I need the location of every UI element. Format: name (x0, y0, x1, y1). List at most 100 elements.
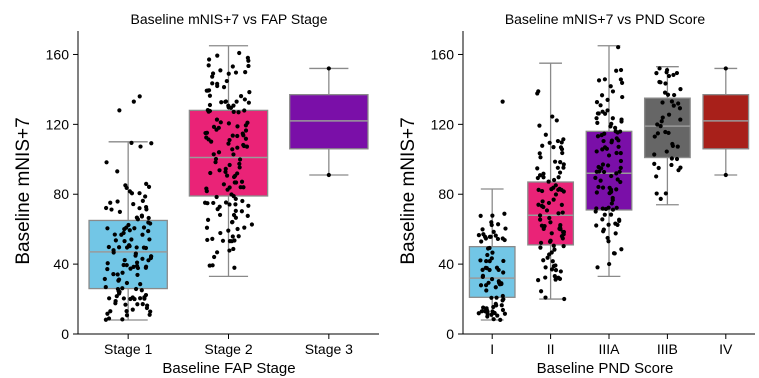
data-point (618, 150, 623, 156)
data-point (614, 68, 619, 73)
data-point (484, 258, 489, 264)
data-point (122, 238, 127, 244)
data-point (561, 137, 566, 142)
y-tick-label: 80 (53, 186, 69, 202)
data-point (129, 237, 134, 242)
x-tick-label: I (490, 341, 494, 357)
data-point (130, 307, 135, 312)
data-point (204, 186, 209, 191)
data-point (230, 64, 235, 69)
data-point (536, 202, 541, 207)
data-point (206, 57, 212, 62)
data-point (234, 99, 239, 104)
data-point (594, 149, 599, 154)
data-point (207, 93, 213, 98)
data-point (550, 114, 555, 119)
data-point (619, 247, 624, 252)
x-tick-label: IIIB (657, 341, 678, 357)
data-point (245, 120, 250, 125)
data-point (610, 207, 616, 212)
data-point (115, 272, 120, 277)
data-point (233, 208, 238, 213)
data-point (483, 236, 489, 241)
data-point (223, 169, 228, 174)
data-point (139, 288, 144, 293)
data-point (555, 138, 561, 144)
data-point (551, 177, 557, 183)
data-point (231, 103, 236, 108)
data-point (326, 66, 331, 71)
data-point (235, 124, 240, 129)
data-point (538, 245, 543, 250)
data-point (240, 198, 245, 204)
data-point (135, 217, 140, 222)
data-point (556, 211, 561, 216)
data-point (600, 185, 606, 190)
data-point (663, 191, 668, 196)
data-point (124, 280, 130, 286)
data-point (140, 302, 145, 307)
data-point (237, 165, 242, 170)
data-point (562, 296, 567, 302)
data-point (549, 231, 554, 236)
data-point (484, 266, 489, 271)
data-point (674, 70, 680, 76)
data-point (615, 177, 620, 182)
data-point (116, 245, 122, 250)
data-point (216, 125, 221, 130)
data-point (217, 168, 222, 173)
data-point (233, 215, 238, 220)
data-point (675, 144, 680, 149)
data-point (560, 150, 565, 156)
data-point (561, 165, 566, 170)
y-tick-label: 160 (46, 46, 70, 62)
data-point (481, 232, 486, 237)
data-point (106, 244, 111, 250)
data-point (133, 286, 139, 292)
data-point (539, 188, 545, 194)
data-point (502, 211, 507, 216)
data-point (146, 184, 152, 189)
y-tick-label: 0 (446, 326, 454, 342)
data-point (226, 141, 231, 146)
data-point (552, 274, 557, 279)
data-point (121, 296, 126, 301)
data-point (148, 309, 153, 314)
data-point (556, 175, 561, 180)
data-point (232, 180, 237, 185)
data-point (478, 258, 483, 263)
data-point (489, 276, 495, 282)
data-point (557, 170, 563, 175)
data-point (233, 70, 239, 75)
data-point (559, 202, 564, 207)
data-point (247, 89, 252, 95)
data-point (658, 196, 663, 201)
data-point (602, 131, 607, 136)
data-point (614, 187, 619, 192)
data-point (140, 232, 145, 237)
data-point (227, 185, 232, 190)
data-point (227, 202, 232, 207)
data-point (674, 156, 680, 162)
data-point (137, 206, 142, 211)
data-point (210, 74, 215, 79)
data-point (612, 251, 617, 256)
data-point (670, 143, 675, 149)
data-point (547, 140, 552, 145)
data-point (223, 200, 229, 205)
data-point (676, 101, 681, 106)
data-point (606, 205, 611, 210)
data-point (206, 63, 211, 68)
data-point (493, 233, 498, 238)
data-point (535, 175, 540, 181)
data-point (113, 238, 118, 243)
data-point (613, 129, 618, 134)
data-point (607, 261, 612, 267)
data-point (480, 267, 485, 272)
data-point (660, 100, 665, 105)
data-point (499, 281, 504, 286)
data-point (231, 246, 236, 252)
data-point (598, 103, 603, 108)
data-point (678, 117, 683, 122)
data-point (490, 309, 495, 314)
